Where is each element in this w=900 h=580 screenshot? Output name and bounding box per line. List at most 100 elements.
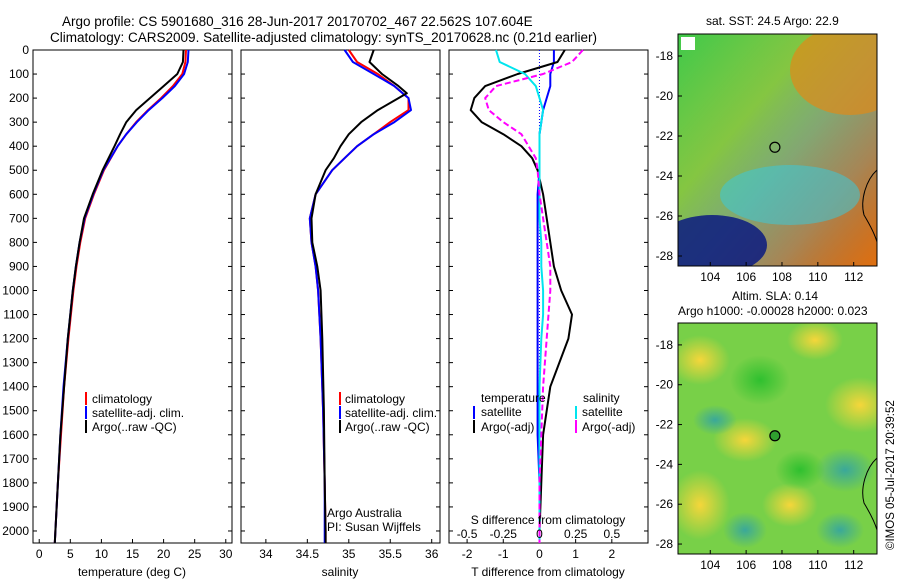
salinity-plot-frame	[240, 49, 441, 544]
x-tick-label: 1	[572, 547, 579, 561]
depth-tick-label: 800	[9, 235, 29, 249]
x-tick-label: 2	[608, 547, 615, 561]
x-tick-label: 34.5	[296, 547, 320, 561]
series-line-salinity-satellite	[495, 49, 545, 543]
difference-lines	[469, 49, 584, 543]
difference-panel: -2 -1 0 1 2 S difference from climatology -0…	[448, 49, 649, 579]
series-line-argo-raw-qc	[310, 49, 408, 543]
longitude-tick-label: 108	[772, 558, 792, 572]
sla-green-1	[730, 355, 790, 405]
sst-map-frame	[677, 33, 878, 267]
x-tick-label: 25	[188, 547, 202, 561]
depth-tick-label: 1400	[2, 380, 29, 394]
s-difference-tick-label: 0	[536, 527, 543, 541]
latitude-tick-label: -22	[656, 129, 674, 143]
depth-tick-label: 400	[9, 139, 29, 153]
depth-tick-label: 1600	[2, 428, 29, 442]
header-line-1: Argo profile: CS 5901680_316 28-Jun-2017…	[62, 14, 533, 29]
sla-map-title: Altim. SLA: 0.14	[732, 289, 818, 303]
sla-map-ticks: 104 106 108 110 112 -18 -20 -22 -24 -26 -28	[656, 338, 864, 572]
depth-tick-label: 1100	[3, 308, 29, 322]
legend-satellite-label: satellite-adj. clim.	[92, 406, 184, 420]
latitude-tick-label: -24	[656, 457, 674, 471]
latitude-tick-label: -28	[656, 249, 674, 263]
salinity-depth-ticks	[241, 49, 440, 532]
depth-tick-label: 200	[9, 91, 29, 105]
series-line-argo-raw-qc	[53, 49, 185, 544]
legend-temp-argo-label: Argo(-adj)	[481, 420, 534, 434]
x-tick-label: 0	[36, 547, 43, 561]
longitude-tick-label: 104	[700, 558, 720, 572]
salinity-lines	[308, 49, 412, 543]
legend-climatology-label: climatology	[92, 392, 152, 406]
latitude-tick-label: -18	[656, 49, 674, 63]
sla-yellow-5	[678, 470, 730, 540]
sst-warm-patch	[790, 34, 877, 115]
temperature-lines	[53, 49, 190, 544]
longitude-tick-label: 104	[700, 270, 720, 284]
depth-tick-label: 2000	[2, 524, 29, 538]
sla-coastline	[862, 457, 878, 531]
x-tick-label: 0	[536, 547, 543, 561]
sla-green-2	[775, 450, 825, 490]
legend-salinity-title: salinity	[583, 391, 620, 405]
sla-teal-1	[815, 448, 875, 492]
x-tick-label: 20	[157, 547, 171, 561]
sla-map-subtitle: Argo h1000: -0.00028 h2000: 0.023	[678, 304, 868, 318]
legend-argo-label: Argo(..raw -QC)	[345, 420, 430, 434]
longitude-tick-label: 110	[808, 270, 827, 284]
depth-tick-label: 100	[9, 67, 29, 81]
depth-tick-label: 900	[9, 259, 29, 273]
sla-teal-4	[693, 405, 737, 435]
sst-coastline	[862, 169, 878, 243]
legend-climatology-label: climatology	[345, 392, 405, 406]
latitude-tick-label: -26	[656, 209, 674, 223]
sst-map-title: sat. SST: 24.5 Argo: 22.9	[706, 14, 839, 28]
sla-yellow-2	[825, 377, 877, 433]
sla-teal-3	[816, 512, 864, 548]
depth-tick-label: 1000	[2, 283, 29, 297]
series-line-satellite-adj-clim	[308, 49, 412, 543]
sla-yellow-1	[678, 335, 730, 385]
depth-tick-label: 700	[9, 211, 29, 225]
x-tick-label: 35	[342, 547, 356, 561]
x-tick-label: 34	[259, 547, 273, 561]
x-tick-label: 5	[67, 547, 74, 561]
depth-tick-label: 1900	[2, 500, 29, 514]
s-difference-label: S difference from climatology	[471, 513, 626, 527]
header-line-2: Climatology: CARS2009. Satellite-adjuste…	[50, 30, 597, 45]
salinity-axis-label: salinity	[322, 565, 359, 579]
x-tick-label: 15	[126, 547, 140, 561]
argo-location-marker	[769, 141, 781, 153]
longitude-tick-label: 108	[772, 270, 792, 284]
series-line-salinity-argo-adj	[484, 49, 584, 543]
sst-map: sat. SST: 24.5 Argo: 22.9 104 106 108 110 11…	[656, 14, 878, 284]
longitude-tick-label: 112	[844, 558, 863, 572]
sla-teal-2	[723, 512, 767, 548]
latitude-tick-label: -18	[656, 338, 674, 352]
difference-legend: temperature satellite Argo(-adj) salinit…	[473, 391, 635, 434]
sst-land-gap	[681, 37, 695, 50]
difference-depth-ticks	[449, 49, 648, 532]
latitude-tick-label: -28	[656, 537, 674, 551]
sla-map: Altim. SLA: 0.14 Argo h1000: -0.00028 h2…	[656, 289, 878, 572]
latitude-tick-label: -26	[656, 497, 674, 511]
s-difference-tick-label: 0.25	[564, 527, 588, 541]
x-tick-label: 36	[425, 547, 439, 561]
depth-tick-label: 1200	[2, 332, 29, 346]
salinity-panel: 34 34.5 35 35.5 36 salinity climatology sate…	[240, 49, 441, 579]
series-line-satellite-adj-clim	[53, 49, 190, 544]
latitude-tick-label: -20	[656, 378, 674, 392]
s-difference-tick-label: -0.25	[490, 527, 518, 541]
temperature-plot-frame	[32, 49, 233, 544]
temperature-axis-label: temperature (deg C)	[78, 565, 186, 579]
depth-tick-label: 600	[9, 187, 29, 201]
sst-map-ticks: 104 106 108 110 112 -18 -20 -22 -24 -26 -28	[656, 49, 864, 284]
longitude-tick-label: 112	[844, 270, 863, 284]
temperature-legend: climatology satellite-adj. clim. Argo(..…	[85, 392, 184, 434]
difference-plot-frame	[448, 49, 649, 544]
salinity-legend: climatology satellite-adj. clim. Argo(..…	[339, 392, 437, 434]
t-difference-label: T difference from climatology	[471, 565, 625, 579]
sst-deep-patch	[678, 215, 767, 266]
